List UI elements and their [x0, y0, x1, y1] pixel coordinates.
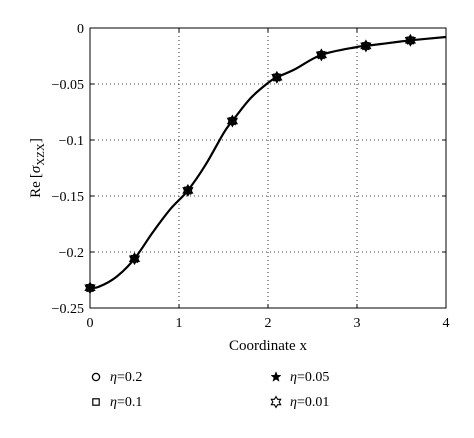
x-axis-label: Coordinate x [229, 338, 307, 354]
data-point-hexagram [404, 33, 417, 47]
legend-label: η=0.01 [290, 395, 329, 410]
legend-eta-symbol: η [290, 370, 297, 385]
x-tick-label: 2 [265, 316, 272, 331]
data-markers [84, 33, 417, 295]
legend-item: η=0.05 [270, 370, 329, 385]
legend-eta-value: =0.2 [117, 370, 142, 385]
y-tick-label: 0 [77, 22, 84, 37]
legend-label: η=0.2 [110, 370, 142, 385]
y-tick-label: −0.1 [59, 134, 84, 149]
legend-eta-symbol: η [110, 395, 117, 410]
y-tick-label: −0.05 [52, 78, 84, 93]
x-tick-label: 1 [176, 316, 183, 331]
legend-label: η=0.1 [110, 395, 142, 410]
series-line [89, 35, 447, 290]
legend-marker-circle-icon [91, 372, 101, 382]
legend-item: η=0.01 [270, 395, 329, 410]
data-point-hexagram [315, 48, 328, 62]
data-point-hexagram [128, 252, 141, 266]
legend-marker-star-filled-icon [270, 371, 282, 382]
y-axis-label-bracket-open: [ [28, 173, 44, 178]
data-point-hexagram [271, 70, 283, 84]
y-axis-label-bracket-close: ] [28, 138, 44, 143]
legend: η=0.2η=0.1η=0.05η=0.01 [91, 370, 329, 410]
legend-label: η=0.05 [290, 370, 329, 385]
y-tick-label: −0.25 [52, 302, 84, 317]
x-tick-label: 3 [354, 316, 361, 331]
grid-lines [90, 28, 446, 308]
legend-marker-square-icon [92, 398, 100, 406]
data-point-hexagram [182, 183, 194, 197]
x-tick-label: 4 [443, 316, 450, 331]
y-tick-label: −0.2 [59, 246, 84, 261]
y-tick-label: −0.15 [52, 190, 84, 205]
y-axis-label-subscript: XZX [35, 143, 47, 166]
data-point-hexagram [226, 114, 239, 128]
legend-eta-value: =0.1 [117, 395, 142, 410]
data-curve [89, 35, 447, 290]
y-axis-label-symbol: σ [28, 165, 44, 173]
y-axis-label: Re [σXZX] [28, 138, 47, 198]
legend-item: η=0.1 [92, 395, 142, 410]
data-point-hexagram [360, 39, 372, 53]
legend-eta-value: =0.05 [297, 370, 329, 385]
legend-eta-value: =0.01 [297, 395, 329, 410]
y-axis-label-main: Re [28, 181, 44, 198]
legend-eta-symbol: η [110, 370, 117, 385]
legend-eta-symbol: η [290, 395, 297, 410]
axis-ticks: 0 1 2 3 4 0 −0.05 −0.1 −0.15 −0.2 −0.25 [52, 22, 450, 331]
x-tick-label: 0 [87, 316, 94, 331]
legend-marker-hexagram-icon [270, 395, 282, 409]
data-point-hexagram [84, 281, 96, 295]
legend-item: η=0.2 [91, 370, 142, 385]
